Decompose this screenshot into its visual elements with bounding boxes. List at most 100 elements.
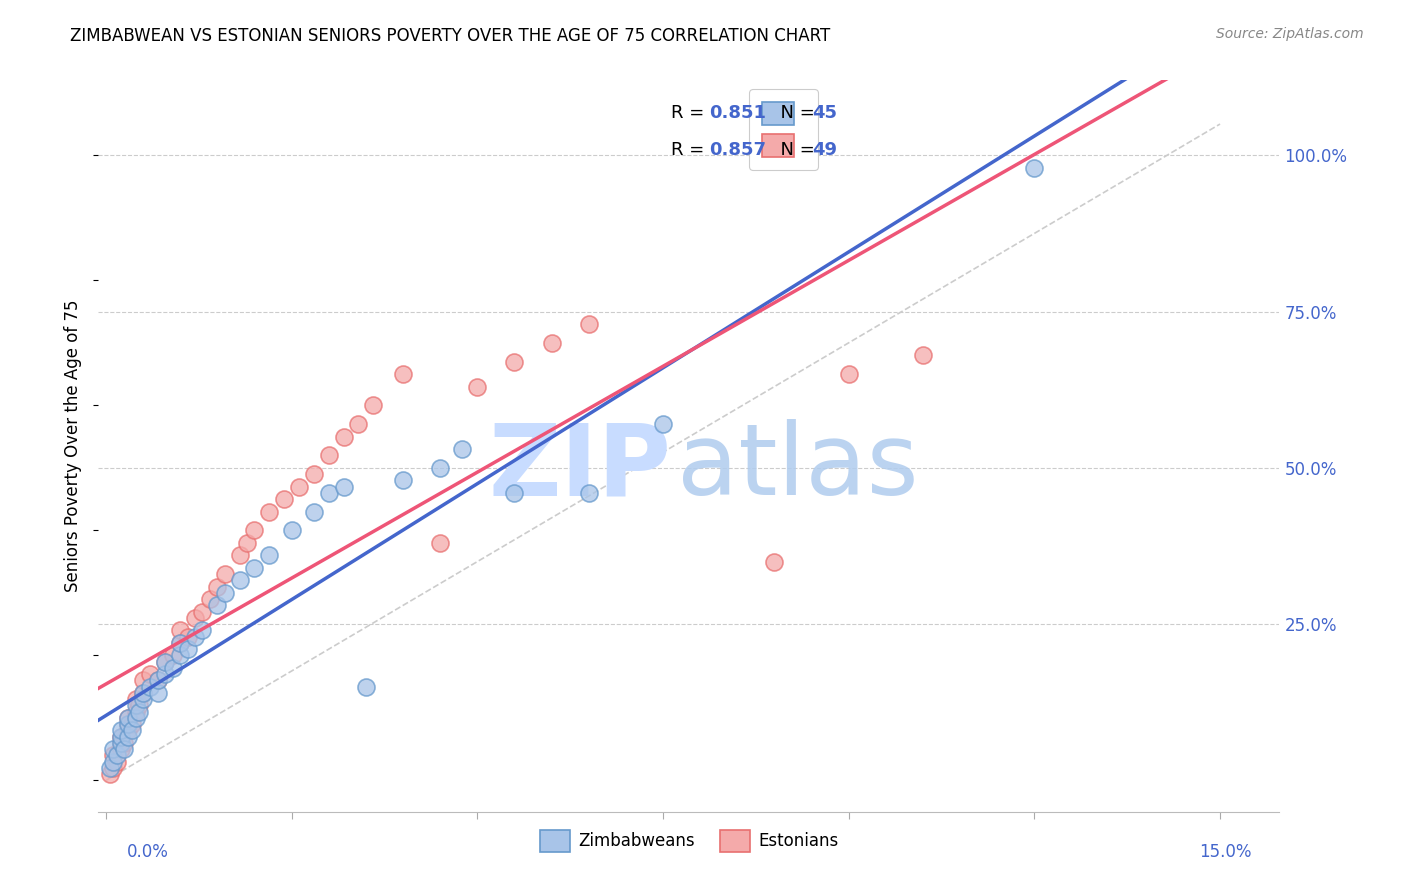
Point [117,711,139,725]
Point [155,655,177,669]
Point [117,717,139,731]
Point [169,636,191,650]
Point [146,673,169,688]
Point [1024,161,1046,175]
Point [112,742,135,756]
Point [214,567,236,582]
Point [112,736,135,750]
Point [236,536,259,550]
Text: R =: R = [671,104,710,122]
Text: 49: 49 [811,141,837,159]
Point [103,742,125,756]
Point [273,492,295,507]
Point [162,661,184,675]
Text: R =: R = [671,141,710,159]
Text: atlas: atlas [678,419,918,516]
Point [139,667,162,681]
Point [228,549,250,563]
Point [176,642,198,657]
Point [176,630,198,644]
Point [318,486,340,500]
Point [132,673,155,688]
Point [288,480,311,494]
Point [207,599,229,613]
Point [578,486,600,500]
Point [259,549,281,563]
Point [110,736,132,750]
Point [110,730,132,744]
Text: N =: N = [769,141,821,159]
Point [228,574,250,588]
Point [110,736,132,750]
Point [280,524,302,538]
Point [318,449,340,463]
Point [105,748,128,763]
Point [347,417,370,431]
Point [117,711,139,725]
Point [465,379,488,393]
Point [392,474,415,488]
Point [392,367,415,381]
Point [429,461,451,475]
Point [652,417,675,431]
Point [198,592,221,607]
Y-axis label: Seniors Poverty Over the Age of 75: Seniors Poverty Over the Age of 75 [65,300,83,592]
Point [429,536,451,550]
Point [146,673,169,688]
Point [117,717,139,731]
Point [302,505,325,519]
Point [578,317,600,331]
Point [191,605,214,619]
Point [503,486,526,500]
Point [110,742,132,756]
Point [361,398,384,412]
Point [103,761,125,775]
Point [117,730,139,744]
Point [184,630,207,644]
Point [124,698,146,713]
Point [105,755,128,769]
Text: ZIMBABWEAN VS ESTONIAN SENIORS POVERTY OVER THE AGE OF 75 CORRELATION CHART: ZIMBABWEAN VS ESTONIAN SENIORS POVERTY O… [70,27,831,45]
Point [911,348,934,362]
Text: 15.0%: 15.0% [1199,843,1251,861]
Point [214,586,236,600]
Text: N =: N = [769,104,821,122]
Point [451,442,474,457]
Point [103,755,125,769]
Point [162,648,184,663]
Point [132,686,155,700]
Text: Source: ZipAtlas.com: Source: ZipAtlas.com [1216,27,1364,41]
Point [169,624,191,638]
Point [169,648,191,663]
Point [117,723,139,738]
Point [503,354,526,368]
Point [332,429,354,443]
Point [763,555,786,569]
Text: 0.0%: 0.0% [127,843,169,861]
Text: 0.857: 0.857 [709,141,766,159]
Point [128,705,150,719]
Point [332,480,354,494]
Point [169,636,191,650]
Point [155,667,177,681]
Point [838,367,860,381]
Point [302,467,325,482]
Point [207,580,229,594]
Point [110,723,132,738]
Point [191,624,214,638]
Point [184,611,207,625]
Point [98,761,121,775]
Point [132,692,155,706]
Point [124,711,146,725]
Point [98,767,121,781]
Point [132,686,155,700]
Point [103,748,125,763]
Point [243,524,266,538]
Point [243,561,266,575]
Point [139,680,162,694]
Text: 45: 45 [811,104,837,122]
Text: 0.851: 0.851 [709,104,766,122]
Point [110,730,132,744]
Text: ZIP: ZIP [488,419,671,516]
Point [354,680,377,694]
